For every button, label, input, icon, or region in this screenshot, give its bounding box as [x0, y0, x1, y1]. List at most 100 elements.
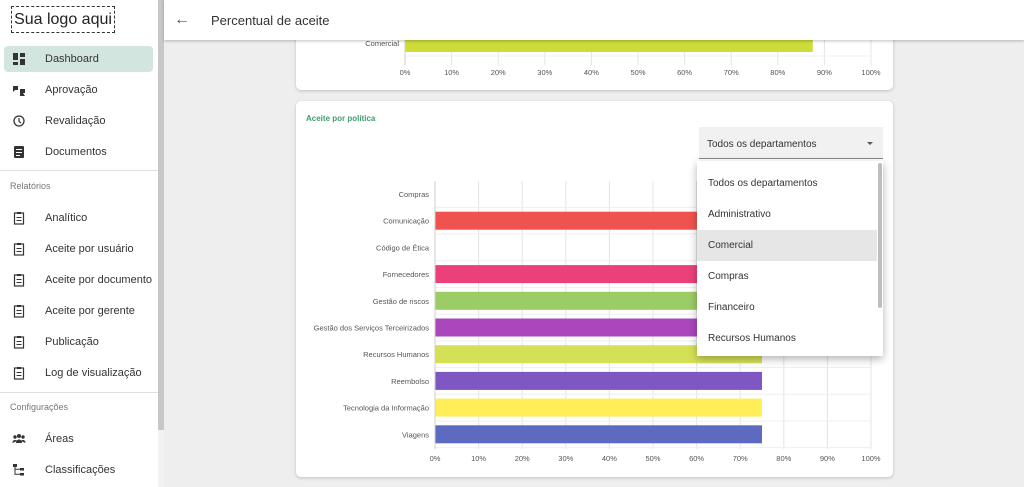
sidebar-item-analitico[interactable]: Analítico: [4, 205, 153, 231]
menu-item-label: Recursos Humanos: [708, 333, 796, 344]
sidebar: Sua logo aqui Dashboard Aprovação Revali…: [0, 0, 158, 487]
category-label: Compras: [399, 190, 430, 199]
menu-item-comercial[interactable]: Comercial: [697, 230, 877, 261]
sidebar-item-label: Aceite por usuário: [45, 243, 134, 255]
x-tick-label: 90%: [817, 68, 832, 77]
category-label: Gestão de riscos: [373, 297, 430, 306]
department-dropdown-menu: Todos os departamentos Administrativo Co…: [697, 161, 883, 356]
sidebar-item-aprovacao[interactable]: Aprovação: [4, 77, 153, 103]
category-label: Comercial: [365, 39, 399, 48]
sidebar-item-label: Log de visualização: [45, 367, 142, 379]
back-arrow-icon[interactable]: ←: [174, 11, 190, 28]
x-tick-label: 100%: [861, 454, 881, 463]
bar: [435, 398, 762, 417]
x-tick-label: 30%: [558, 454, 573, 463]
clipboard-icon: [13, 243, 25, 256]
sidebar-item-label: Áreas: [45, 433, 74, 445]
sidebar-item-classificacoes[interactable]: Classificações: [4, 457, 153, 483]
x-tick-label: 100%: [861, 68, 881, 77]
x-tick-label: 20%: [491, 68, 506, 77]
sidebar-item-label: Aceite por documento: [45, 274, 153, 286]
page-title: Percentual de aceite: [211, 13, 330, 28]
bar: [435, 425, 762, 444]
logo: Sua logo aqui: [11, 6, 115, 33]
department-select-value: Todos os departamentos: [707, 139, 817, 150]
x-tick-label: 50%: [645, 454, 660, 463]
category-label: Gestão dos Serviços Terceirizados: [314, 324, 430, 333]
x-tick-label: 70%: [724, 68, 739, 77]
top-bar: ← Percentual de aceite: [164, 0, 1024, 40]
thumbs-icon: [13, 86, 25, 96]
menu-item-label: Comercial: [708, 240, 754, 251]
menu-item-label: Administrativo: [708, 209, 771, 220]
menu-item-label: Financeiro: [708, 302, 755, 313]
sidebar-item-label: Documentos: [45, 146, 107, 158]
x-tick-label: 60%: [677, 68, 692, 77]
x-tick-label: 10%: [444, 68, 459, 77]
sidebar-item-documentos[interactable]: Documentos: [4, 139, 153, 165]
bar: [435, 291, 762, 310]
menu-item-compras[interactable]: Compras: [697, 261, 877, 292]
menu-item-label: Compras: [708, 271, 749, 282]
x-tick-label: 60%: [689, 454, 704, 463]
x-tick-label: 50%: [630, 68, 645, 77]
group-icon: [12, 434, 26, 443]
document-icon: [14, 146, 24, 158]
x-tick-label: 70%: [733, 454, 748, 463]
category-label: Recursos Humanos: [363, 350, 429, 359]
x-tick-label: 0%: [430, 454, 441, 463]
sidebar-item-revalidacao[interactable]: Revalidação: [4, 108, 153, 134]
menu-item-label: Todos os departamentos: [708, 178, 818, 189]
sidebar-item-publicacao[interactable]: Publicação: [4, 329, 153, 355]
dashboard-icon: [13, 53, 25, 65]
x-tick-label: 0%: [400, 68, 411, 77]
category-label: Código de Ética: [376, 243, 430, 252]
menu-item-todos[interactable]: Todos os departamentos: [697, 168, 877, 199]
department-select[interactable]: Todos os departamentos: [699, 127, 883, 159]
history-icon: [13, 115, 25, 127]
chevron-down-icon: [867, 142, 873, 145]
sidebar-item-label: Publicação: [45, 336, 99, 348]
divider: [0, 392, 158, 393]
sidebar-item-label: Aprovação: [45, 84, 98, 96]
menu-item-administrativo[interactable]: Administrativo: [697, 199, 877, 230]
sidebar-scrollbar-track[interactable]: [158, 430, 164, 487]
tree-icon: [13, 464, 24, 476]
section-label-relatorios: Relatórios: [10, 181, 51, 191]
x-tick-label: 80%: [770, 68, 785, 77]
x-tick-label: 80%: [776, 454, 791, 463]
clipboard-icon: [13, 305, 25, 318]
x-tick-label: 90%: [820, 454, 835, 463]
category-label: Viagens: [402, 430, 429, 439]
x-tick-label: 30%: [537, 68, 552, 77]
sidebar-item-label: Classificações: [45, 464, 116, 476]
sidebar-item-aceite-por-usuario[interactable]: Aceite por usuário: [4, 236, 153, 262]
clipboard-icon: [13, 212, 25, 225]
sidebar-scrollbar-thumb[interactable]: [158, 0, 164, 430]
sidebar-item-log-de-visualizacao[interactable]: Log de visualização: [4, 360, 153, 386]
sidebar-item-dashboard[interactable]: Dashboard: [4, 46, 153, 72]
menu-item-financeiro[interactable]: Financeiro: [697, 292, 877, 323]
bar: [435, 318, 762, 337]
category-label: Comunicação: [383, 217, 429, 226]
clipboard-icon: [13, 274, 25, 287]
menu-scrollbar[interactable]: [878, 163, 882, 308]
divider: [0, 170, 158, 171]
sidebar-item-aceite-por-documento[interactable]: Aceite por documento: [4, 267, 153, 293]
sidebar-item-label: Analítico: [45, 212, 88, 224]
sidebar-item-label: Aceite por gerente: [45, 305, 135, 317]
section-label-configuracoes: Configurações: [10, 402, 69, 412]
sidebar-item-label: Dashboard: [45, 53, 99, 65]
card-title: Aceite por política: [306, 114, 376, 123]
category-label: Fornecedores: [383, 270, 430, 279]
x-tick-label: 40%: [602, 454, 617, 463]
bar: [435, 211, 762, 230]
category-label: Tecnologia da Informação: [343, 404, 429, 413]
sidebar-item-label: Revalidação: [45, 115, 106, 127]
bar: [435, 265, 762, 284]
sidebar-item-aceite-por-gerente[interactable]: Aceite por gerente: [4, 298, 153, 324]
sidebar-item-areas[interactable]: Áreas: [4, 426, 153, 452]
menu-item-recursos-humanos[interactable]: Recursos Humanos: [697, 323, 877, 354]
bar: [435, 345, 762, 364]
clipboard-icon: [13, 336, 25, 349]
